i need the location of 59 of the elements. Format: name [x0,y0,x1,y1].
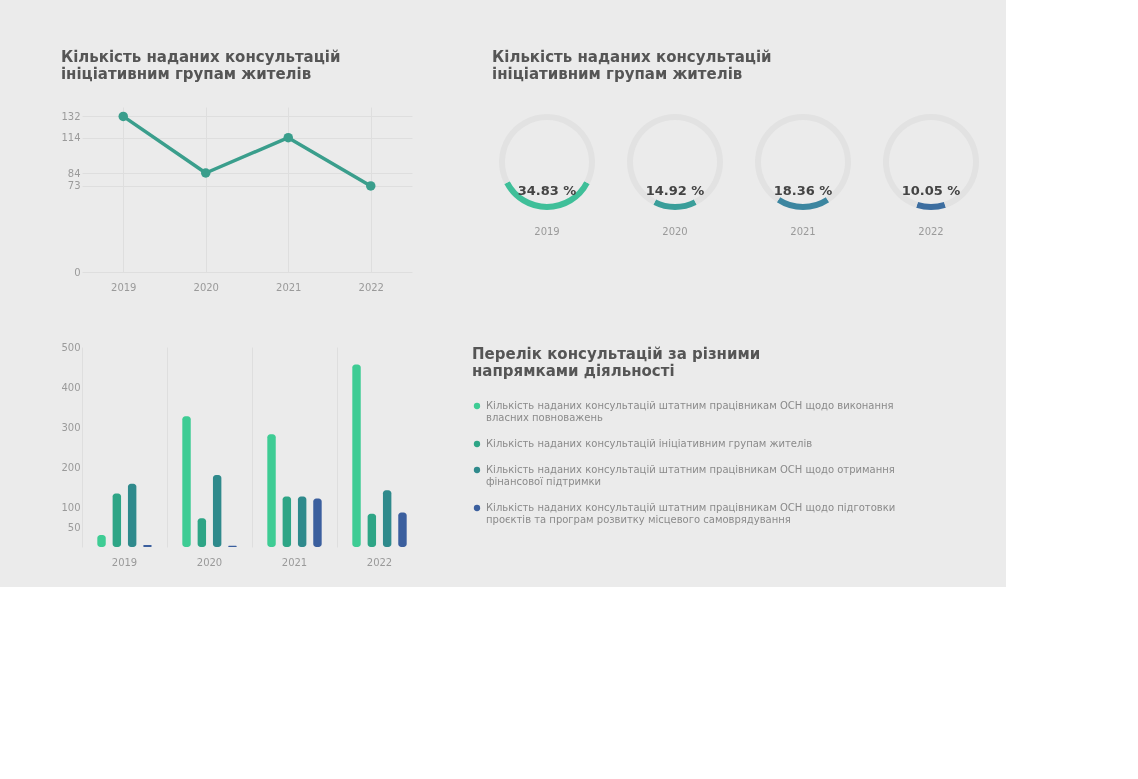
slice-label: 2020 [662,226,688,237]
point [283,132,293,143]
x-tick-label: 2022 [358,281,384,293]
slice-label: 2019 [534,226,560,237]
bar [398,512,407,547]
legend-label: Кількість наданих консультацій штатним працівникам ОСН щодо отримання фінансової підтримки [486,464,895,487]
data-label: 14.92 % [645,183,705,198]
bar [382,490,392,547]
legend-label: Кількість наданих консультацій штатним працівникам ОСН щодо підготовки проєктів та програм розвитку місцевого самоврядування [486,502,896,525]
x-tick-label: 2022 [366,556,393,568]
x-tick-label: 2021 [276,281,302,293]
bar [212,475,222,547]
x-tick-label: 2021 [281,556,308,568]
donut-slice [653,199,697,210]
x-tick-label: 2019 [111,281,137,293]
data-label: 18.36 % [773,183,833,198]
y-tick-label: 73 [67,180,81,192]
bar [297,496,307,547]
x-tick-label: 2020 [196,556,223,568]
donut-slice [755,114,851,203]
y-tick-label: 100 [61,501,81,513]
y-tick-label: 132 [61,110,81,122]
slice-label: 2022 [918,226,944,237]
point [366,181,376,191]
text: Кількість наданих консультацій ініціативним групам жителів [492,48,772,83]
bar [112,493,122,547]
bar [313,498,322,547]
y-tick-label: 50 [67,521,81,533]
donut-slice [776,197,830,210]
point [201,168,211,178]
legend-label: Кількість наданих консультацій штатним працівникам ОСН щодо виконання власних повноважень [486,400,894,423]
data-label: 10.05 % [901,183,961,198]
y-tick-label: 0 [74,266,81,278]
bar [182,416,191,547]
legend-label: Кількість наданих консультацій ініціативним групам жителів [486,438,813,449]
y-tick-label: 84 [67,167,81,179]
y-tick-label: 400 [61,381,81,393]
bar [197,518,207,547]
y-tick-label: 300 [61,421,81,433]
x-tick-label: 2020 [193,281,219,293]
chart-title: Кількість наданих консультацій ініціативним групам жителів [60,48,341,83]
x-tick-label: 2019 [111,556,138,568]
donut-slice [627,114,723,205]
y-tick-label: 114 [61,132,81,144]
donut-slice [883,114,979,208]
bar [352,364,361,547]
bar [127,483,137,547]
y-tick-label: 500 [61,341,81,353]
legend-title: Перелік консультацій за різними напрямками діяльності [472,345,761,380]
y-tick-label: 200 [61,461,81,473]
donut-slice [916,201,946,210]
slice-label: 2021 [790,226,816,237]
bar [367,513,377,547]
point [118,111,128,122]
bar [267,434,276,547]
bar [282,496,292,547]
donut-slice [504,181,590,210]
donut-slice [499,114,595,185]
data-label: 34.83 % [517,183,577,198]
